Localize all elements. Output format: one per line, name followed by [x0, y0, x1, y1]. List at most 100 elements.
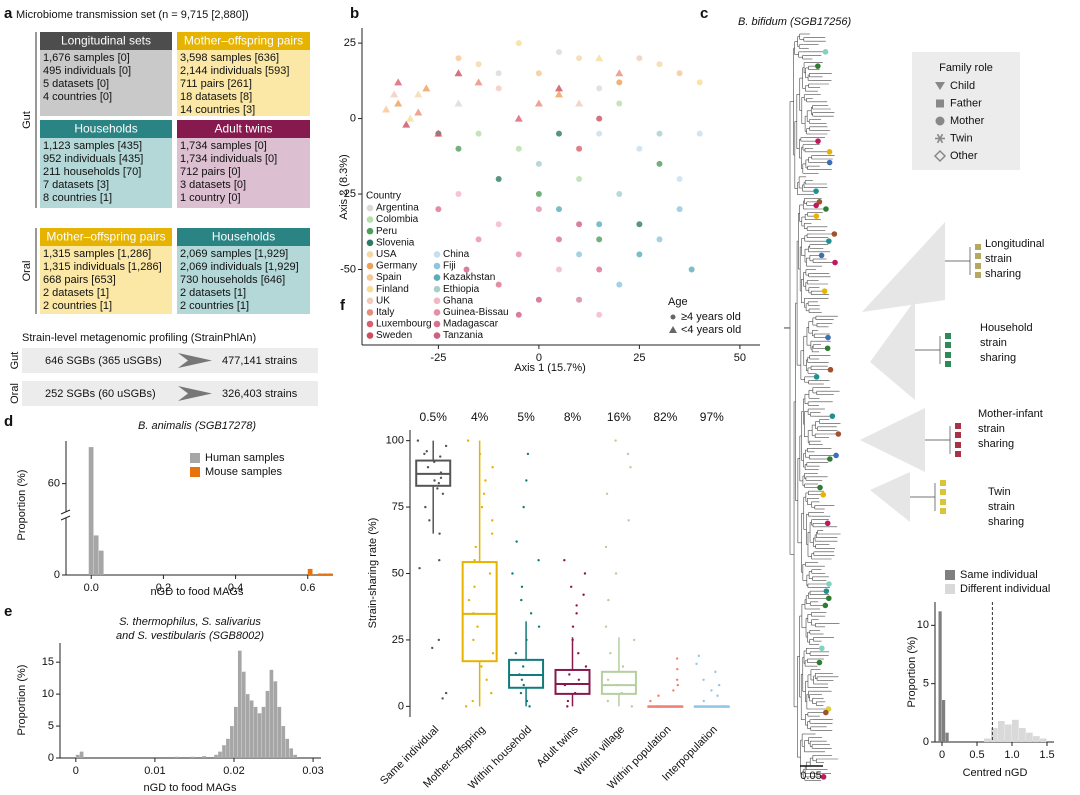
callout-tip — [945, 352, 951, 358]
point — [455, 145, 462, 152]
hist-bar — [222, 745, 226, 758]
x-tick-label: 0 — [73, 765, 79, 777]
hist-bar — [218, 751, 222, 758]
y-axis-label: Axis 2 (8.3%) — [338, 154, 350, 219]
tree-tip — [815, 63, 821, 69]
group-header-text: Households — [212, 230, 275, 244]
group-header — [40, 228, 172, 246]
jitter-point — [526, 452, 530, 456]
point — [515, 251, 522, 258]
x-tick-label: 0 — [536, 352, 542, 364]
jitter-point — [525, 638, 528, 642]
legend-label: Different individual — [960, 583, 1050, 595]
point — [596, 236, 603, 243]
tree-tip — [820, 774, 827, 780]
panel-label: d — [4, 413, 13, 430]
group-line: 8 countries [1] — [43, 192, 112, 204]
tree-tip — [813, 202, 819, 209]
jitter-point — [604, 545, 608, 549]
jitter-point — [629, 466, 632, 469]
hist-bar — [249, 700, 254, 758]
y-tick-label: 75 — [392, 501, 404, 513]
legend-label: Sweden — [376, 330, 412, 341]
point — [576, 145, 583, 152]
tree-tip — [827, 456, 833, 462]
x-tick-label: 0.01 — [144, 765, 165, 777]
legend-label: Ethiopia — [443, 284, 480, 295]
legend-swatch — [433, 332, 441, 339]
group-line: 4 countries [0] — [43, 91, 112, 103]
jitter-point — [568, 673, 571, 676]
tree-tip — [820, 491, 827, 498]
hist-bar — [942, 700, 946, 742]
jitter-point — [436, 487, 439, 490]
group-body — [40, 50, 172, 116]
group-line: 712 pairs [0] — [180, 166, 241, 178]
point — [636, 251, 643, 258]
role-legend-box — [912, 52, 1020, 170]
legend-label: Spain — [376, 272, 402, 283]
tree-tip — [813, 213, 820, 219]
legend-label: China — [443, 249, 470, 260]
jitter-point — [478, 452, 482, 456]
box — [508, 658, 545, 689]
tree-tip — [829, 413, 836, 419]
x-axis-label: nGD to food MAGs — [151, 586, 244, 598]
y-tick-label: -50 — [340, 263, 356, 275]
jitter-point — [441, 697, 444, 700]
age-legend-title: Age — [668, 296, 688, 308]
chart-title: and S. vestibularis (SGB8002) — [116, 630, 264, 642]
jitter-point — [695, 662, 698, 666]
x-tick-label: 0.03 — [302, 765, 323, 777]
share-label: 82% — [653, 410, 677, 424]
oral-label: Oral — [21, 261, 33, 282]
jitter-point — [632, 638, 636, 642]
jitter-point — [528, 705, 531, 708]
point — [454, 69, 463, 77]
x-tick-label: 0.5 — [969, 749, 984, 761]
point — [596, 221, 603, 228]
axis-break — [60, 515, 71, 521]
point — [656, 61, 663, 68]
jitter-point — [441, 492, 445, 495]
tree-title: B. bifidum (SGB17256) — [738, 16, 851, 28]
role-legend-label: Mother — [950, 115, 985, 127]
tree-tip — [821, 288, 828, 294]
point — [474, 78, 483, 86]
jitter-point — [566, 705, 569, 708]
jitter-point — [472, 638, 475, 642]
share-label: 8% — [564, 410, 582, 424]
point — [390, 90, 399, 98]
jitter-point — [433, 479, 436, 482]
age-swatch — [669, 326, 677, 333]
hist-bar — [98, 550, 104, 575]
jitter-point — [614, 439, 617, 442]
x-axis-label: Centred nGD — [963, 767, 1028, 779]
jitter-point — [607, 598, 610, 602]
jitter-point — [626, 452, 630, 456]
point — [535, 191, 542, 198]
point — [656, 130, 663, 137]
point — [515, 40, 522, 47]
point — [555, 206, 562, 213]
point — [535, 70, 542, 77]
hist-bar — [234, 706, 238, 758]
callout-label: strain — [978, 423, 1005, 435]
legend-label: Mouse samples — [205, 466, 283, 478]
role-swatch — [935, 82, 945, 90]
y-tick-label: 10 — [917, 619, 929, 631]
profiling-right: 326,403 strains — [222, 388, 298, 400]
box — [554, 668, 591, 695]
jitter-point — [520, 678, 524, 681]
panel-label: a — [4, 5, 13, 22]
hist-bar — [317, 573, 323, 575]
jitter-point — [571, 638, 574, 642]
callout-label: sharing — [978, 438, 1014, 450]
jitter-point — [702, 678, 705, 681]
y-tick-label: 0 — [54, 569, 60, 581]
jitter-point — [605, 492, 609, 495]
point — [515, 311, 522, 318]
callout-tip — [975, 253, 981, 259]
callout-label: Twin — [988, 486, 1011, 498]
tree-tip — [832, 259, 838, 266]
